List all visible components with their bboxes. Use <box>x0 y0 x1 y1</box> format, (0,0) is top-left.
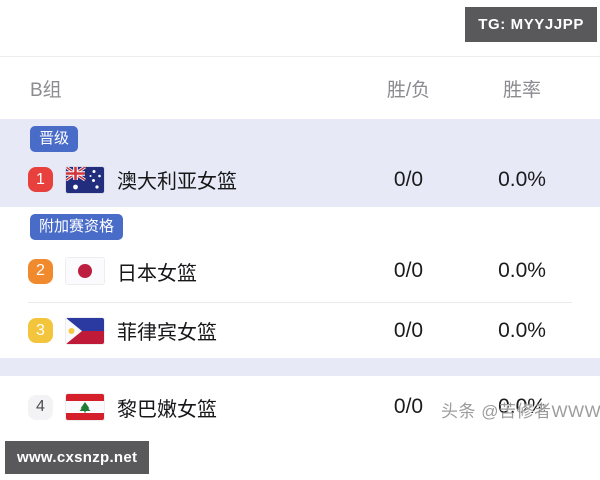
team-name: 日本女篮 <box>117 262 197 285</box>
team-name: 澳大利亚女篮 <box>117 171 237 193</box>
rank-badge: 1 <box>28 167 53 192</box>
rank-badge: 2 <box>28 258 53 284</box>
team-name: 菲律宾女篮 <box>117 322 217 344</box>
playoff-badge: 附加赛资格 <box>30 214 124 240</box>
winrate-value: 0.0% <box>498 318 546 342</box>
site-url-badge: www.cxsnzp.net <box>5 441 150 474</box>
team-name: 黎巴嫩女篮 <box>117 398 217 421</box>
row-divider <box>28 302 572 303</box>
winrate-value: 0.0% <box>498 395 546 418</box>
column-header-winloss: 胜/负 <box>386 79 431 101</box>
table-row-australia[interactable]: 1 <box>0 152 600 207</box>
playoff-section: 附加赛资格 2 日本女篮 0/0 0.0% <box>0 207 600 358</box>
qualified-badge: 晋级 <box>30 126 79 152</box>
column-header-winrate: 胜率 <box>502 79 541 101</box>
tg-watermark-badge: TG: MYYJJPP <box>465 7 597 42</box>
australia-flag-icon <box>66 166 104 193</box>
column-header-group: B组 <box>30 79 62 101</box>
rank-badge: 3 <box>28 318 53 343</box>
winrate-value: 0.0% <box>498 259 546 282</box>
lebanon-flag-icon <box>66 394 104 420</box>
winloss-value: 0/0 <box>393 395 424 418</box>
philippines-flag-icon <box>66 317 104 344</box>
standings-card: B组 胜/负 胜率 晋级 1 <box>0 56 600 438</box>
table-row-philippines[interactable]: 3 菲律宾女篮 0/0 0.0% <box>0 303 600 358</box>
table-header: B组 胜/负 胜率 <box>0 57 600 119</box>
winloss-value: 0/0 <box>393 318 424 342</box>
japan-flag-icon <box>66 258 104 284</box>
table-row-lebanon[interactable]: 4 黎巴嫩女篮 0/0 0.0% <box>0 376 600 438</box>
winrate-value: 0.0% <box>498 167 546 191</box>
table-row-japan[interactable]: 2 日本女篮 0/0 0.0% <box>0 240 600 302</box>
rank-badge: 4 <box>28 394 53 420</box>
winloss-value: 0/0 <box>393 167 424 191</box>
qualified-section: 晋级 1 <box>0 119 600 207</box>
toutiao-watermark: 头条 @苦修者WWW <box>441 402 600 421</box>
winloss-value: 0/0 <box>393 259 424 282</box>
section-separator-band <box>0 358 600 376</box>
